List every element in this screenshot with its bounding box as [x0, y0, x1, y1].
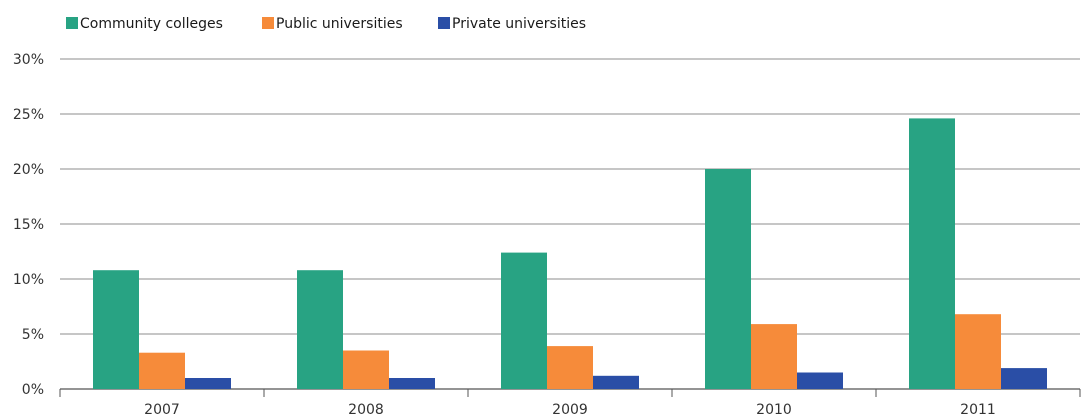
legend-label: Public universities	[276, 16, 403, 32]
bar	[93, 270, 139, 389]
legend-swatch	[66, 17, 78, 29]
bar	[909, 118, 955, 390]
legend-swatch	[438, 17, 450, 29]
legend-item: Private universities	[438, 16, 586, 32]
x-tick-label: 2010	[756, 402, 792, 418]
y-tick-label: 25%	[13, 107, 44, 123]
legend-swatch	[262, 17, 274, 29]
y-tick-label: 15%	[13, 217, 44, 233]
bar	[139, 352, 185, 389]
y-tick-label: 10%	[13, 272, 44, 288]
bar	[593, 375, 639, 389]
x-tick-label: 2007	[144, 402, 180, 418]
bar	[705, 169, 751, 389]
x-tick-label: 2009	[552, 402, 588, 418]
bar	[389, 378, 435, 389]
x-tick-label: 2008	[348, 402, 384, 418]
y-tick-label: 30%	[13, 52, 44, 68]
legend-label: Community colleges	[80, 16, 223, 32]
legend-label: Private universities	[452, 16, 586, 32]
y-tick-label: 0%	[22, 382, 44, 398]
bar	[751, 324, 797, 389]
x-tick-label: 2011	[960, 402, 996, 418]
bar	[797, 372, 843, 389]
y-axis: 0% 5% 10% 15% 20% 25% 30%	[13, 52, 44, 398]
bar	[955, 314, 1001, 389]
bars	[93, 118, 1047, 390]
x-axis: 2007 2008 2009 2010 2011	[59, 389, 1081, 418]
bar	[501, 252, 547, 389]
bar	[1001, 368, 1047, 389]
legend-item: Public universities	[262, 16, 403, 32]
y-tick-label: 20%	[13, 162, 44, 178]
legend-item: Community colleges	[66, 16, 223, 32]
legend: Community colleges Public universities Pri…	[66, 16, 586, 32]
bar	[297, 270, 343, 389]
bar	[343, 350, 389, 389]
y-tick-label: 5%	[22, 327, 44, 343]
bar	[547, 346, 593, 389]
bar	[185, 378, 231, 389]
